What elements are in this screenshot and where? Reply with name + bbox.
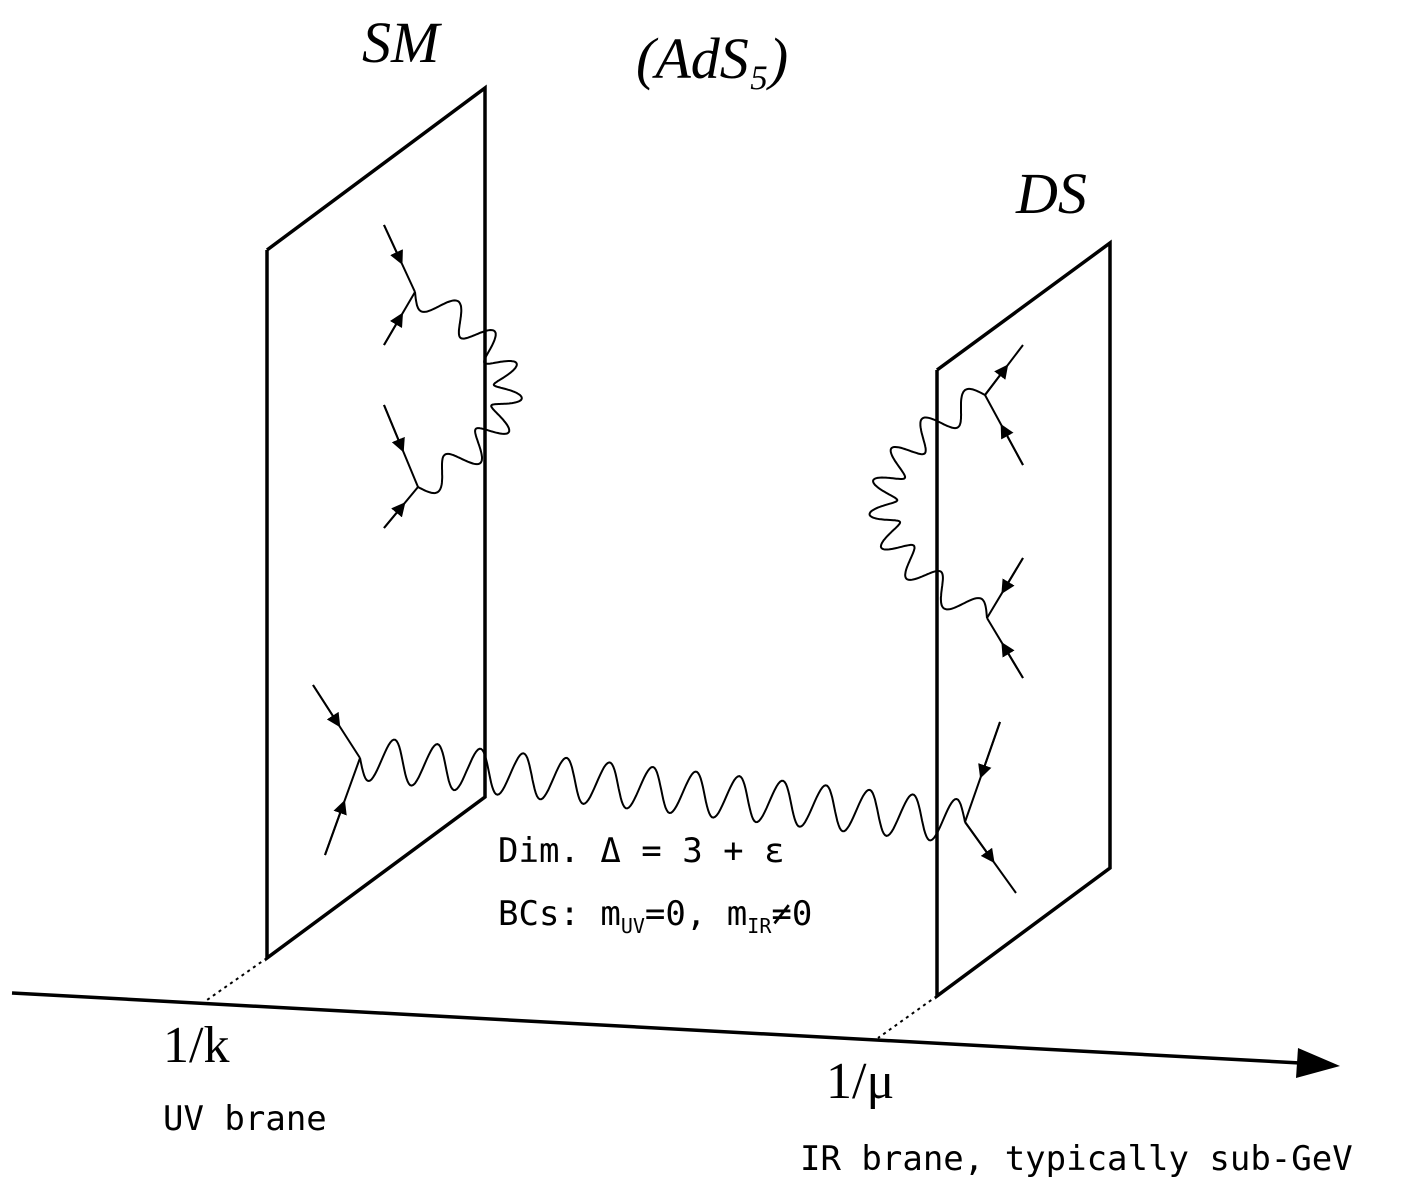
fermion-arrow (324, 799, 347, 856)
fermion-arrow (1001, 557, 1024, 595)
photon-line (414, 291, 523, 495)
uv-position: 1/k (163, 1017, 229, 1074)
fermion-arrow (383, 312, 404, 346)
dimension-label: Dim. Δ = 3 + ε (498, 831, 785, 871)
bcs-sub: IR (747, 914, 772, 938)
fermion-arrow (1000, 423, 1024, 466)
fermion-arrow (383, 404, 405, 453)
ir-projection (877, 995, 938, 1039)
fermion-arrow (978, 721, 1001, 779)
feynman-lines (312, 224, 1024, 894)
bcs-label: BCs: mUV=0, mIR≠0 (498, 894, 812, 938)
photon-line (359, 738, 966, 842)
ads-label: (AdS₅) (636, 26, 788, 91)
uv-name: UV brane (163, 1099, 327, 1139)
bcs-text: BCs: m (498, 894, 621, 934)
fermion-arrow (984, 364, 1009, 396)
bcs-text: =0, m (645, 894, 747, 934)
sm-label: SM (362, 10, 442, 75)
fermion-arrow (312, 684, 341, 728)
uv-projection (206, 957, 268, 1001)
bcs-text: ≠0 (771, 894, 812, 934)
uv-brane (265, 84, 487, 962)
photon-line (868, 387, 988, 619)
ir-name: IR brane, typically sub-GeV (800, 1139, 1353, 1179)
ds-label: DS (1015, 161, 1087, 226)
fermion-arrow (964, 821, 995, 864)
bcs-sub: UV (621, 914, 645, 938)
axis-arrow (1296, 1048, 1340, 1078)
ir-brane (935, 239, 1112, 1000)
axis (11, 991, 1301, 1065)
ir-position: 1/μ (826, 1053, 894, 1110)
fermion-arrow (383, 502, 406, 529)
fermion-arrow (383, 224, 403, 265)
fermion-arrow (1001, 641, 1024, 679)
